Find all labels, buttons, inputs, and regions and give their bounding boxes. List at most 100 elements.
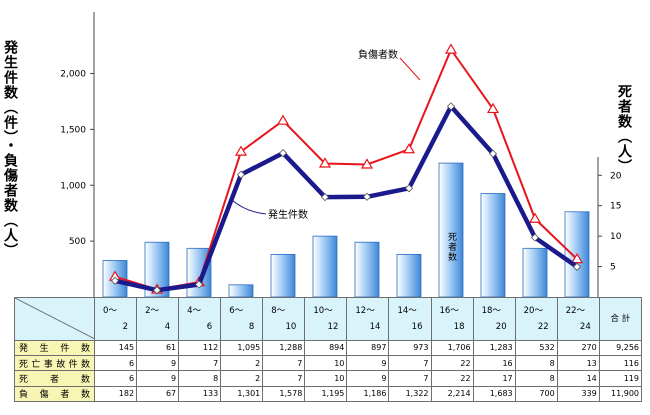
table-cell: 67 bbox=[136, 385, 180, 403]
data-table: 0〜 2 2〜 4 4〜 6 6〜 8 8〜 10 10〜 12 12〜 14 14〜 16 16〜 18 18〜 2… bbox=[14, 297, 643, 403]
bar-deaths bbox=[396, 253, 422, 298]
column-header-end: 10 bbox=[285, 321, 297, 332]
table-cell: 7 bbox=[388, 370, 432, 387]
right-axis-label: 死者数（人） bbox=[616, 84, 632, 174]
point-occurrences bbox=[152, 286, 162, 295]
table-column-header: 16〜 18 bbox=[430, 297, 474, 341]
column-header-start: 2〜 bbox=[145, 305, 159, 316]
column-header-start: 18〜 bbox=[481, 305, 501, 316]
right-axis-tick-label: 20 bbox=[610, 171, 622, 181]
point-injuries bbox=[444, 43, 458, 54]
line-occurrences bbox=[114, 104, 579, 293]
table-cell: 894 bbox=[304, 339, 348, 357]
column-header-start: 20〜 bbox=[523, 305, 543, 316]
leader-occurrences bbox=[231, 199, 267, 215]
table-cell: 2,214 bbox=[430, 385, 474, 403]
table-header-row: 0〜 2 2〜 4 4〜 6 6〜 8 8〜 10 10〜 12 12〜 14 14〜 16 16〜 18 18〜 2… bbox=[14, 297, 643, 341]
table-cell: 897 bbox=[346, 339, 390, 357]
table-corner bbox=[14, 297, 95, 341]
table-column-header: 12〜 14 bbox=[346, 297, 390, 341]
table-cell: 112 bbox=[178, 339, 222, 357]
bar-deaths bbox=[522, 247, 548, 298]
left-axis-tick-label: 500 bbox=[69, 237, 86, 247]
table-row: 死者数 6 9 8 2 7 10 9 7 22 17 8 14 119 bbox=[14, 370, 643, 387]
table-total-header: 合 計 bbox=[598, 297, 643, 341]
table-cell: 700 bbox=[514, 385, 558, 403]
left-axis-label: 発生件数（件）・負傷者数（人） bbox=[2, 40, 18, 258]
table-cell: 10 bbox=[304, 370, 348, 387]
column-header-end: 16 bbox=[411, 321, 423, 332]
point-occurrences bbox=[320, 193, 330, 202]
point-occurrences bbox=[236, 170, 246, 179]
table-cell: 8 bbox=[514, 370, 558, 387]
table-row: 死亡事故件数 6 9 7 2 7 10 9 7 22 16 8 13 116 bbox=[14, 355, 643, 372]
table-cell: 13 bbox=[556, 355, 600, 372]
table-cell: 339 bbox=[556, 385, 600, 403]
table-total-cell: 116 bbox=[598, 355, 643, 372]
table-cell: 1,095 bbox=[220, 339, 264, 357]
table-total-cell: 11,900 bbox=[598, 385, 643, 403]
bar-deaths bbox=[354, 241, 380, 298]
table-cell: 1,301 bbox=[220, 385, 264, 403]
table-cell: 133 bbox=[178, 385, 222, 403]
column-header-start: 10〜 bbox=[313, 305, 333, 316]
table-total-cell: 119 bbox=[598, 370, 643, 387]
column-header-start: 8〜 bbox=[271, 305, 286, 316]
table-cell: 9 bbox=[346, 370, 390, 387]
column-header-end: 14 bbox=[369, 321, 381, 332]
table-column-header: 2〜 4 bbox=[136, 297, 180, 341]
table-cell: 16 bbox=[472, 355, 516, 372]
table-cell: 973 bbox=[388, 339, 432, 357]
line-injuries bbox=[114, 47, 578, 291]
point-occurrences bbox=[278, 149, 288, 158]
column-header-start: 6〜 bbox=[229, 305, 244, 316]
column-header-end: 4 bbox=[164, 321, 171, 332]
table-cell: 270 bbox=[556, 339, 600, 357]
table-column-header: 6〜 8 bbox=[220, 297, 264, 341]
table-cell: 6 bbox=[93, 355, 138, 372]
table-cell: 2 bbox=[220, 355, 264, 372]
table-cell: 1,683 bbox=[472, 385, 516, 403]
table-cell: 8 bbox=[178, 370, 222, 387]
table-cell: 7 bbox=[388, 355, 432, 372]
left-axis-tick-label: 2,000 bbox=[60, 70, 86, 80]
table-cell: 1,288 bbox=[262, 339, 306, 357]
table-cell: 532 bbox=[514, 339, 558, 357]
column-header-start: 22〜 bbox=[565, 305, 586, 316]
column-header-start: 4〜 bbox=[187, 305, 202, 316]
leader-injuries bbox=[399, 57, 421, 81]
point-injuries bbox=[570, 252, 584, 264]
table-cell: 7 bbox=[178, 355, 222, 372]
annotation-deaths: 死者数 bbox=[446, 232, 457, 262]
bar-deaths bbox=[480, 193, 506, 298]
bar-deaths bbox=[312, 235, 338, 298]
table-cell: 1,195 bbox=[304, 385, 348, 403]
table-cell: 1,706 bbox=[430, 339, 474, 357]
point-occurrences bbox=[530, 233, 540, 242]
table-column-header: 10〜 12 bbox=[304, 297, 348, 341]
table-cell: 1,283 bbox=[472, 339, 516, 357]
column-header-start: 16〜 bbox=[439, 305, 459, 316]
left-axis-tick-label: 1,000 bbox=[60, 181, 86, 191]
point-occurrences bbox=[404, 184, 414, 193]
table-column-header: 14〜 16 bbox=[388, 297, 432, 341]
table-cell: 1,578 bbox=[262, 385, 306, 403]
point-occurrences bbox=[362, 192, 372, 201]
point-occurrences bbox=[572, 262, 582, 271]
table-column-header: 0〜 2 bbox=[93, 297, 138, 341]
table-cell: 7 bbox=[262, 370, 306, 387]
column-header-end: 2 bbox=[122, 321, 129, 332]
column-header-end: 12 bbox=[327, 321, 339, 332]
table-cell: 22 bbox=[430, 355, 474, 372]
table-cell: 8 bbox=[514, 355, 558, 372]
table-total-cell: 9,256 bbox=[598, 339, 643, 357]
point-injuries bbox=[360, 158, 374, 169]
point-injuries bbox=[234, 145, 248, 156]
table-row: 負傷者数 182 67 133 1,301 1,578 1,195 1,186 1,322 2,2… bbox=[14, 385, 643, 403]
row-label: 死者数 bbox=[14, 370, 95, 387]
column-header-end: 18 bbox=[453, 321, 465, 332]
point-injuries bbox=[486, 102, 500, 114]
bar-deaths bbox=[270, 253, 296, 298]
column-header-start: 12〜 bbox=[355, 305, 375, 316]
table-cell: 9 bbox=[136, 370, 180, 387]
